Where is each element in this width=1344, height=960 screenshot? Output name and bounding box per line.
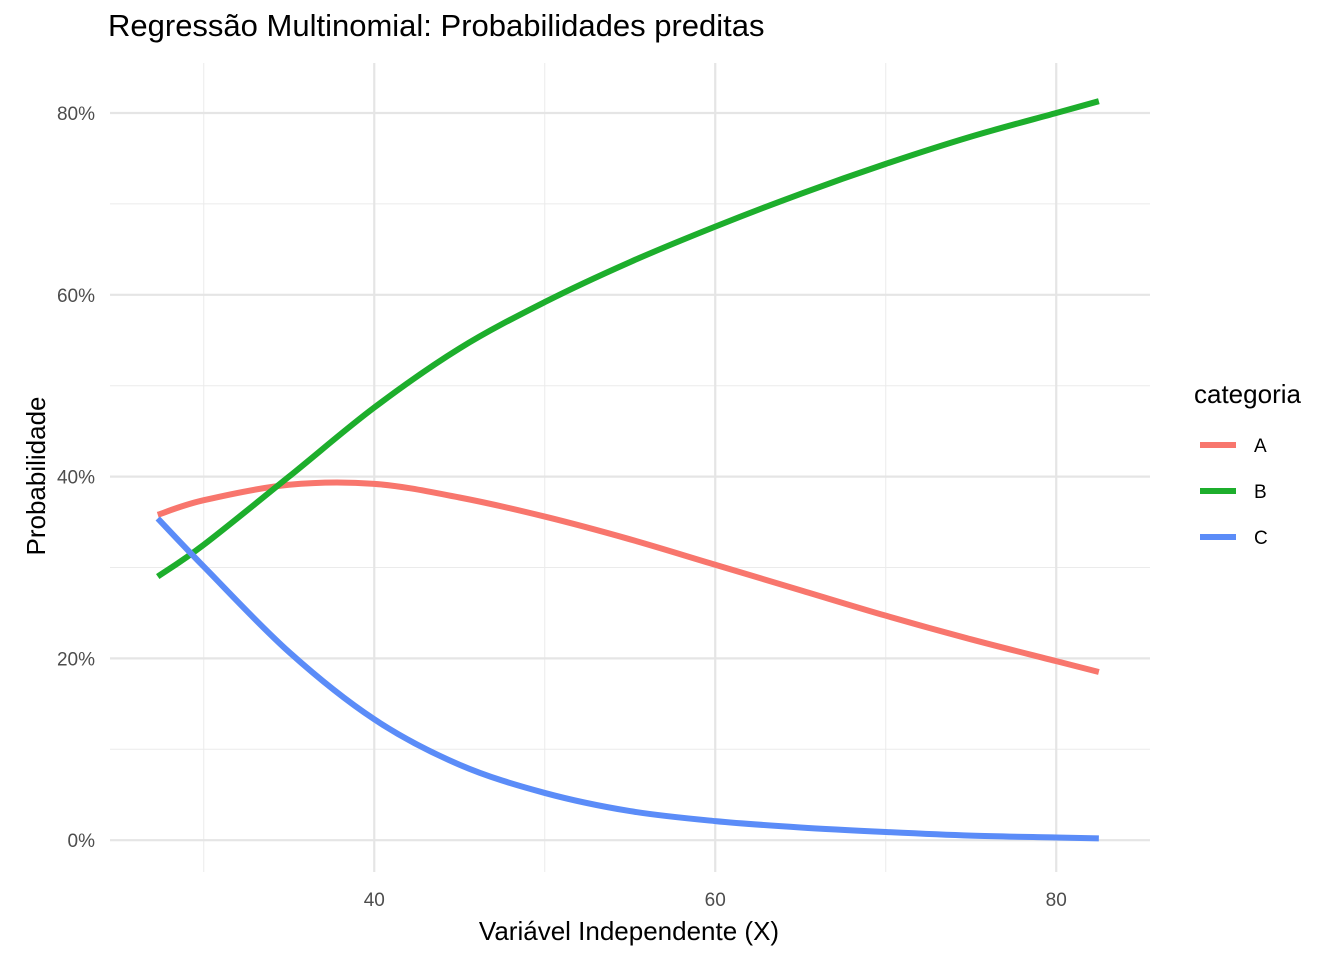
grid-major [110,63,1150,872]
legend-label-b: B [1254,482,1267,503]
y-tick-label: 0% [68,831,96,852]
legend: categoria A B C [1194,379,1301,549]
series-line-c [155,516,1099,842]
y-tick-label: 60% [57,286,95,307]
legend-label-a: A [1254,436,1267,457]
x-tick-label: 40 [364,890,385,911]
y-tick-label: 80% [57,104,95,125]
series-line-a [156,479,1100,675]
series-line-b [156,98,1100,580]
y-axis-title: Probabilidade [21,396,51,555]
x-tick-label: 60 [705,890,726,911]
series-lines [155,98,1100,842]
legend-items: A B C [1200,436,1268,549]
y-tick-label: 20% [57,649,95,670]
chart-title: Regressão Multinomial: Probabilidades pr… [108,8,765,43]
legend-label-c: C [1254,528,1268,549]
x-tick-label: 80 [1046,890,1067,911]
legend-title: categoria [1194,379,1301,409]
grid-minor [110,63,1150,872]
y-axis-ticks: 0% 20% 40% 60% 80% [57,104,95,852]
x-axis-ticks: 40 60 80 [364,890,1067,911]
y-tick-label: 40% [57,468,95,489]
x-axis-title: Variável Independente (X) [479,916,779,946]
